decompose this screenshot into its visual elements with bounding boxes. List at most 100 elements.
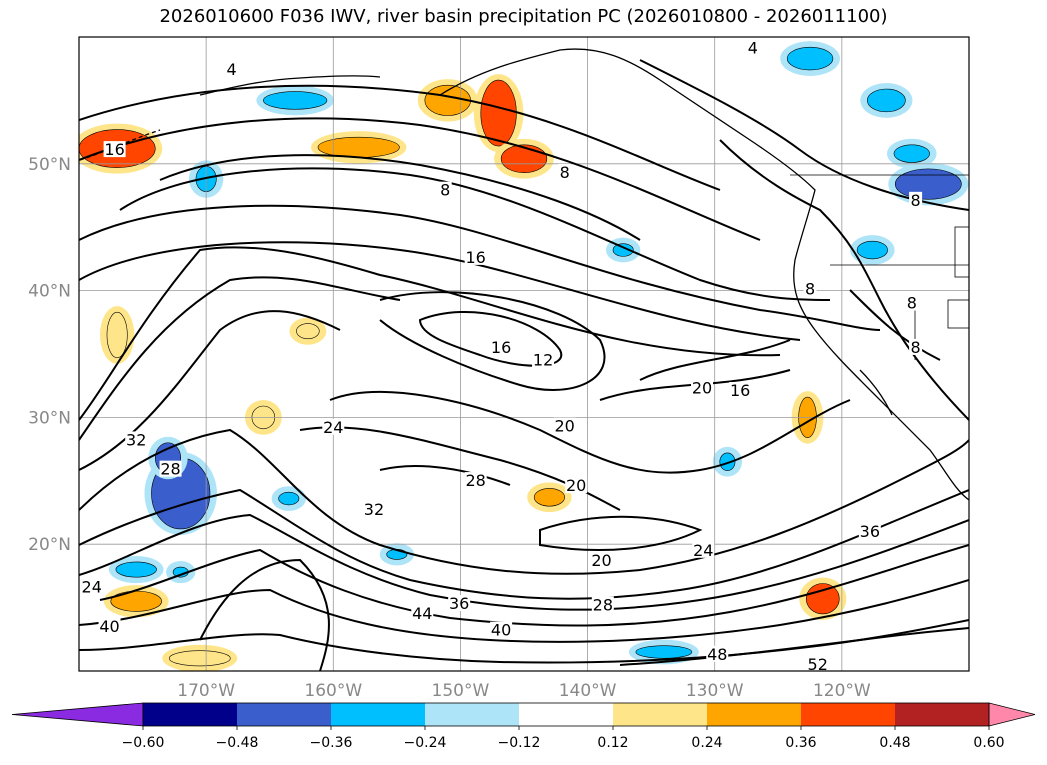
iwv-contour-line: [329, 390, 851, 474]
iwv-contour-line: [639, 339, 791, 381]
contour-label-bg: [159, 460, 182, 477]
precip-patch: [893, 144, 930, 163]
precip-patch: [894, 168, 962, 200]
colorbar-tick-label: −0.12: [498, 735, 541, 751]
colorbar-extend-max: [988, 702, 1036, 727]
contour-label-bg: [448, 595, 471, 612]
latitude-ticks: 50°N 40°N 30°N 20°N: [28, 155, 71, 555]
contour-label: 48: [707, 645, 727, 664]
precip-patch: [480, 79, 517, 147]
page-title: 2026010600 F036 IWV, river basin precipi…: [159, 6, 888, 27]
contour-label-bg: [464, 248, 487, 265]
colorbar-segment: [613, 703, 707, 726]
colorbar-tick-label: −0.60: [122, 735, 165, 751]
colorbar-tick-label: −0.24: [404, 735, 447, 751]
contour-label: 4: [748, 39, 758, 58]
colorbar-segment: [801, 703, 895, 726]
precip-patch: [612, 243, 634, 257]
contour-label: 32: [126, 430, 146, 449]
contour-label: 24: [82, 578, 102, 597]
precip-patch: [263, 91, 328, 110]
lat-tick-label: 40°N: [28, 282, 71, 302]
contour-label: 4: [226, 60, 236, 79]
iwv-contour-line: [159, 154, 641, 241]
map-frame: [78, 36, 970, 672]
colorbar-extend-min: [11, 702, 144, 727]
contour-label-bg: [103, 141, 126, 158]
coastline: [439, 48, 969, 501]
contour-label: 28: [466, 471, 486, 490]
iwv-contour-line: [379, 465, 511, 486]
contour-label-bg: [590, 551, 613, 568]
contour-label-bg: [691, 379, 713, 396]
colorbar-tick-label: 0.24: [691, 735, 722, 751]
iwv-contour-line: [539, 515, 703, 551]
precip-patch: [805, 583, 840, 615]
iwv-contour-line: [849, 289, 941, 361]
contour-label: 16: [104, 140, 124, 159]
lon-tick-label: 120°W: [813, 681, 871, 701]
contour-label-bg: [225, 61, 239, 78]
contour-label-bg: [80, 578, 103, 595]
iwv-contour-line: [719, 139, 969, 421]
border-box: [947, 299, 969, 329]
precip-patch: [110, 590, 162, 612]
precip-patch: [115, 561, 157, 578]
colorbar-segment: [237, 703, 331, 726]
contour-label: 8: [560, 163, 570, 182]
lon-tick-label: 170°W: [177, 681, 235, 701]
contour-label: 12: [533, 351, 553, 370]
contour-label: 40: [99, 617, 119, 636]
contour-label-bg: [858, 522, 881, 539]
iwv-contour-line: [79, 428, 969, 575]
coastline: [199, 75, 381, 96]
contour-label-bg: [438, 181, 452, 198]
colorbar-segment: [519, 703, 613, 726]
precip-patch: [500, 144, 548, 173]
precip-patch: [866, 88, 906, 113]
colorbar-segment: [331, 703, 425, 726]
baja-coast: [859, 369, 893, 416]
lon-tick-label: 160°W: [304, 681, 362, 701]
contour-label: 8: [911, 191, 921, 210]
iwv-contour-line: [639, 59, 969, 211]
precip-patch: [296, 323, 320, 340]
contour-label-bg: [806, 655, 829, 672]
contour-label-bg: [490, 338, 513, 355]
precip-patch: [317, 136, 400, 158]
iwv-contour-line: [79, 241, 801, 341]
iwv-contour-line: [79, 84, 721, 191]
contour-label-bg: [692, 541, 715, 558]
contour-label-bg: [532, 351, 555, 368]
iwv-contour-line: [619, 627, 969, 666]
iwv-contour-line: [199, 558, 330, 671]
precip-patch: [168, 650, 231, 667]
contour-label-bg: [565, 477, 588, 494]
colorbar-segment: [425, 703, 519, 726]
contour-label: 20: [555, 417, 575, 436]
contour-label: 36: [449, 594, 469, 613]
contour-label-bg: [125, 431, 148, 448]
contour-label: 28: [160, 460, 180, 479]
colorbar: −0.60 −0.48 −0.36 −0.24 −0.12 0.12 0.24 0.36 0.4…: [11, 702, 1036, 751]
colorbar-frame: [142, 702, 990, 727]
precip-patch: [635, 645, 693, 659]
iwv-contour-line: [79, 246, 781, 421]
contour-label: 8: [911, 338, 921, 357]
contour-label: 24: [693, 541, 713, 560]
precip-patch: [106, 311, 128, 359]
iwv-contour-line: [119, 167, 831, 301]
contour-label-bg: [411, 605, 434, 622]
longitude-ticks: 170°W 160°W 150°W 140°W 130°W 120°W: [177, 681, 871, 701]
contour-label-bg: [909, 191, 923, 208]
precip-patch: [533, 488, 565, 507]
lat-tick-label: 50°N: [28, 155, 71, 175]
border-box: [954, 226, 969, 278]
colorbar-tick-label: −0.36: [310, 735, 353, 751]
contour-label-bg: [909, 338, 923, 355]
contour-label: 20: [591, 551, 611, 570]
colorbar-tick-label: 0.60: [973, 735, 1004, 751]
iwv-contour-line: [79, 117, 761, 241]
contour-label-bg: [591, 596, 614, 613]
